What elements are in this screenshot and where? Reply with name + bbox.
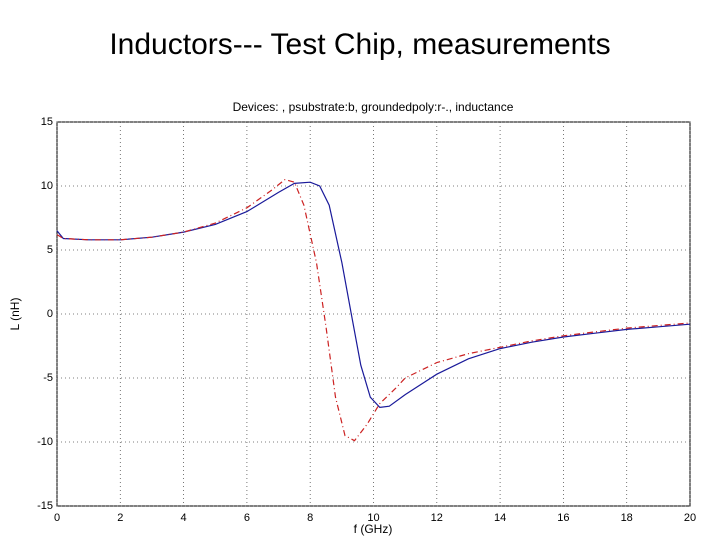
x-tick-label: 18 bbox=[621, 512, 633, 524]
x-axis-label: f (GHz) bbox=[354, 522, 393, 536]
x-tick-label: 4 bbox=[181, 512, 187, 524]
y-tick-label: -10 bbox=[37, 436, 53, 448]
x-tick-label: 10 bbox=[367, 512, 379, 524]
y-tick-label: -15 bbox=[37, 500, 53, 512]
y-axis-label: L (nH) bbox=[8, 298, 22, 331]
data-line bbox=[56, 178, 691, 442]
x-tick-label: 16 bbox=[557, 512, 569, 524]
y-tick-label: 5 bbox=[47, 244, 53, 256]
x-tick-label: 14 bbox=[494, 512, 506, 524]
x-tick-label: 0 bbox=[54, 512, 60, 524]
y-tick-label: 10 bbox=[41, 180, 53, 192]
x-tick-label: 20 bbox=[684, 512, 696, 524]
y-tick-label: 15 bbox=[41, 116, 53, 128]
chart-title: Devices: , psubstrate:b, groundedpoly:r-… bbox=[233, 100, 514, 114]
x-tick-label: 12 bbox=[431, 512, 443, 524]
x-tick-label: 2 bbox=[117, 512, 123, 524]
y-tick-label: -5 bbox=[43, 372, 53, 384]
slide-title: Inductors--- Test Chip, measurements bbox=[109, 28, 610, 61]
x-tick-label: 6 bbox=[244, 512, 250, 524]
x-tick-label: 8 bbox=[307, 512, 313, 524]
y-tick-label: 0 bbox=[47, 308, 53, 320]
